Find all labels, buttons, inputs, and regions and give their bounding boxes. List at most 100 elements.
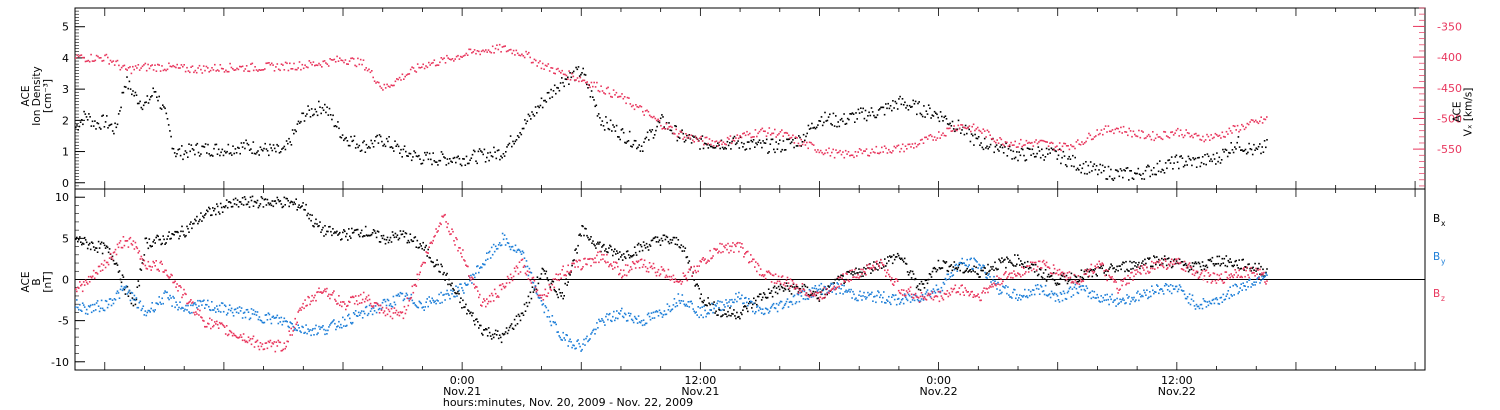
by-series-point [83, 306, 86, 308]
bx-series-point [925, 279, 928, 281]
velocity-series-point [259, 69, 262, 71]
bx-series-point [221, 211, 224, 213]
bx-series-point [773, 285, 776, 288]
by-series-point [559, 336, 561, 339]
bx-series-point [489, 335, 492, 337]
bz-series-point [90, 276, 93, 279]
density-series-point [648, 139, 650, 141]
bx-series-point [401, 233, 404, 235]
bx-series-point [122, 276, 125, 278]
by-series-point [863, 291, 865, 294]
by-series-point [877, 290, 879, 292]
bx-series-point [262, 206, 265, 208]
density-series-point [459, 163, 462, 166]
by-series-point [1180, 289, 1183, 291]
bz-series-point [175, 286, 177, 288]
by-series-point [156, 302, 158, 305]
bx-series-point [723, 309, 725, 311]
velocity-series-point [115, 60, 117, 63]
density-series-point [341, 134, 344, 136]
bx-series-point [473, 320, 475, 322]
bx-series-point [1104, 270, 1106, 272]
by-series-point [790, 301, 793, 303]
density-series-point [638, 144, 640, 146]
by-series-point [943, 283, 946, 285]
velocity-series-point [562, 73, 565, 76]
density-series-point [145, 101, 147, 103]
y-tick-label-field: -10 [51, 356, 69, 369]
by-series-point [330, 322, 332, 325]
bx-series-point [1096, 275, 1098, 277]
density-series-point [444, 157, 446, 159]
bx-series-point [1133, 261, 1135, 263]
velocity-series-point [843, 156, 846, 159]
bx-series-point [1224, 264, 1227, 267]
bx-series-point [442, 273, 444, 276]
velocity-series-point [1120, 126, 1122, 129]
by-series-point [558, 335, 560, 337]
bx-series-point [589, 238, 591, 240]
density-series-point [1207, 155, 1210, 158]
by-series-point [720, 309, 722, 312]
velocity-series-point [148, 67, 151, 70]
velocity-series-point [355, 65, 358, 68]
bx-series-point [783, 287, 786, 290]
bx-series-point [178, 237, 180, 240]
bx-series-point [211, 214, 213, 216]
velocity-series-point [975, 128, 978, 130]
bz-series-point [552, 278, 555, 281]
by-series-point [140, 309, 143, 312]
by-series-point [693, 310, 695, 313]
bx-series-point [614, 248, 616, 250]
bz-series-point [545, 295, 548, 297]
bx-series-point [896, 252, 899, 255]
bx-series-point [191, 227, 193, 230]
by-series-point [716, 302, 718, 305]
density-series-point [202, 145, 205, 148]
bx-series-point [277, 199, 280, 201]
velocity-series-point [733, 140, 736, 142]
bz-series-point [241, 339, 244, 342]
density-series-point [606, 121, 608, 124]
bz-series-point [507, 277, 510, 280]
bz-series-point [557, 273, 559, 276]
bx-series-point [949, 265, 952, 267]
velocity-series-point [268, 62, 270, 64]
velocity-series-point [1122, 125, 1125, 128]
density-series-point [406, 155, 408, 157]
velocity-series-point [1103, 128, 1105, 130]
velocity-series-point [314, 64, 316, 67]
bz-series-point [607, 261, 609, 263]
by-series-point [767, 312, 770, 314]
bx-series-point [684, 247, 687, 249]
bz-series-point [194, 313, 196, 316]
bx-series-point [1234, 260, 1236, 263]
bz-series-point [248, 339, 251, 342]
velocity-series-point [857, 151, 859, 153]
bx-series-point [616, 250, 618, 252]
density-series-point [401, 156, 403, 158]
density-series-point [79, 121, 82, 123]
density-series-point [1055, 150, 1057, 153]
bx-series-point [664, 238, 667, 241]
density-series-point [882, 106, 885, 109]
bx-series-point [929, 273, 932, 276]
bz-series-point [196, 313, 198, 315]
density-series-point [1216, 152, 1218, 154]
velocity-series-point [605, 87, 608, 90]
by-series-point [1085, 285, 1088, 287]
bx-series-point [1025, 266, 1027, 268]
by-series-point [129, 299, 132, 302]
density-series-point [262, 149, 264, 152]
by-series-point [974, 258, 976, 261]
by-series-point [632, 321, 635, 324]
by-series-point [1218, 303, 1221, 305]
by-series-point [160, 303, 162, 305]
by-series-point [936, 288, 939, 291]
by-series-point [861, 299, 863, 301]
bx-series-point [919, 289, 922, 291]
bx-series-point [759, 293, 762, 295]
velocity-series-point [344, 59, 347, 61]
density-series-point [272, 144, 275, 146]
